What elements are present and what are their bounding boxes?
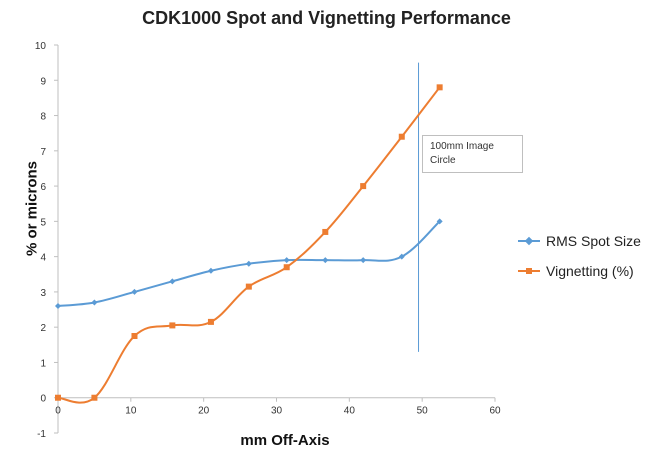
y-tick-label: -1 [37,429,46,440]
legend-swatch-vignetting [518,265,540,277]
legend-item-vignetting: Vignetting (%) [518,256,653,286]
series-line-vignetting [57,86,441,404]
data-point-vignetting [322,228,329,235]
data-point-vignetting [169,322,176,329]
data-point-rms-spot-size [283,257,290,264]
y-tick-label: 4 [40,253,46,264]
x-tick-label: 40 [344,406,356,417]
y-tick-label: 7 [40,147,46,158]
data-point-rms-spot-size [360,257,367,264]
annotation-line-2: Circle [430,155,456,166]
image-circle-annotation: 100mm Image Circle [422,135,523,173]
data-point-vignetting [91,394,98,401]
x-axis-label: mm Off-Axis [240,432,330,449]
x-tick-label: 60 [489,406,501,417]
x-tick-label: 20 [198,406,210,417]
y-tick-label: 5 [40,217,46,228]
x-tick-label: 30 [271,406,283,417]
x-tick-label: 0 [55,406,61,417]
y-tick-label: 8 [40,112,46,123]
data-point-rms-spot-size [207,267,214,274]
data-point-rms-spot-size [398,253,405,260]
legend: RMS Spot Size Vignetting (%) [518,226,653,286]
legend-item-rms-spot-size: RMS Spot Size [518,226,653,256]
annotation-line-1: 100mm Image [430,141,494,152]
x-tick-label: 50 [417,406,429,417]
data-point-rms-spot-size [91,299,98,306]
legend-label-vignetting: Vignetting (%) [546,263,634,279]
y-tick-label: 3 [40,288,46,299]
data-point-vignetting [245,283,252,290]
data-point-vignetting [436,84,443,91]
data-point-vignetting [55,394,61,401]
x-tick-label: 10 [125,406,137,417]
data-point-vignetting [398,133,405,140]
data-point-rms-spot-size [169,278,176,285]
data-point-rms-spot-size [55,303,61,310]
data-point-rms-spot-size [436,218,443,225]
legend-label-rms-spot-size: RMS Spot Size [546,233,641,249]
data-point-vignetting [207,318,214,325]
data-point-vignetting [283,264,290,271]
y-tick-label: 10 [35,41,47,52]
data-point-rms-spot-size [131,288,138,295]
legend-swatch-rms-spot-size [518,235,540,247]
y-tick-label: 6 [40,182,46,193]
chart-title: CDK1000 Spot and Vignetting Performance [142,8,511,28]
y-tick-label: 9 [40,76,46,87]
data-point-rms-spot-size [322,257,329,264]
data-point-vignetting [360,183,367,190]
y-tick-label: 2 [40,323,46,334]
data-point-rms-spot-size [245,260,252,267]
y-tick-label: 0 [40,394,46,405]
y-tick-label: 1 [40,358,46,369]
data-point-vignetting [131,333,138,339]
y-axis-label: % or microns [23,160,41,257]
